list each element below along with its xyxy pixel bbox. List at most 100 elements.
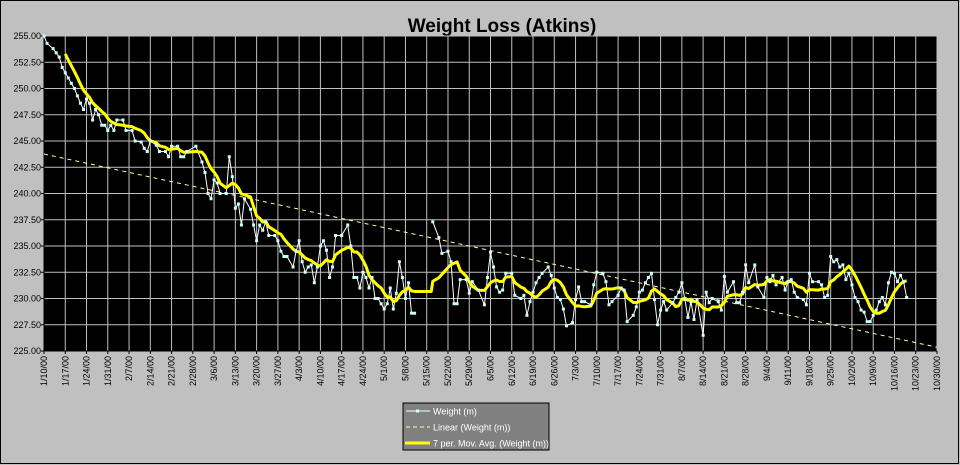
weight-data-point xyxy=(54,51,58,55)
weight-data-point xyxy=(261,228,265,232)
gridlines xyxy=(43,35,938,352)
weight-data-point xyxy=(883,303,887,307)
weight-data-point xyxy=(367,286,371,290)
weight-data-point xyxy=(631,313,635,317)
x-tick-label: 9/4/00 xyxy=(762,356,772,381)
weight-data-point xyxy=(786,280,790,284)
weight-data-point xyxy=(495,285,499,289)
weight-data-point xyxy=(276,239,280,243)
weight-data-point xyxy=(653,298,657,302)
weight-data-point xyxy=(731,280,735,284)
weight-data-point xyxy=(346,223,350,227)
x-tick-label: 3/27/00 xyxy=(273,356,283,386)
weight-data-point xyxy=(622,288,626,292)
weight-data-point xyxy=(452,302,456,306)
weight-data-point xyxy=(692,318,696,321)
weight-data-point xyxy=(279,249,283,253)
weight-data-point xyxy=(762,295,766,299)
weight-data-point xyxy=(255,239,259,243)
weight-data-point xyxy=(376,297,380,300)
weight-data-point xyxy=(753,263,757,267)
weight-data-point xyxy=(847,271,851,275)
weight-data-point xyxy=(115,118,119,122)
weight-data-point xyxy=(735,301,739,305)
weight-data-point xyxy=(142,146,146,150)
weight-data-point xyxy=(157,150,161,153)
x-tick-label: 1/24/00 xyxy=(82,356,92,386)
weight-data-point xyxy=(610,300,614,304)
x-tick-label: 6/19/00 xyxy=(528,356,538,386)
weight-data-point xyxy=(701,333,705,337)
weight-data-point xyxy=(756,285,760,289)
weight-data-point xyxy=(498,290,502,294)
weight-data-point xyxy=(719,308,723,312)
weight-data-point xyxy=(324,248,328,252)
weight-data-point xyxy=(534,281,538,285)
weight-data-point xyxy=(853,295,857,299)
weight-data-point xyxy=(328,276,332,279)
weight-data-point xyxy=(300,260,304,264)
weight-data-point xyxy=(774,283,778,287)
weight-data-point xyxy=(832,260,836,264)
weight-data-point xyxy=(738,301,742,305)
x-tick-label: 2/21/00 xyxy=(167,356,177,386)
x-tick-label: 10/9/00 xyxy=(868,356,878,386)
weight-data-point xyxy=(889,270,893,274)
weight-data-point xyxy=(528,300,532,304)
x-tick-label: 10/16/00 xyxy=(889,356,899,391)
weight-data-point xyxy=(589,303,593,307)
weight-data-point xyxy=(674,295,678,299)
weight-data-point xyxy=(185,150,189,153)
weight-data-point xyxy=(81,108,85,111)
weight-data-point xyxy=(449,260,453,264)
weight-data-point xyxy=(683,298,687,302)
weight-data-point xyxy=(838,265,842,269)
weight-data-point xyxy=(634,305,638,309)
weight-data-point xyxy=(625,320,629,324)
weight-data-point xyxy=(85,97,89,101)
weight-data-point xyxy=(780,276,784,279)
weight-data-point xyxy=(531,290,535,294)
weight-data-point xyxy=(297,239,301,243)
y-tick-label: 250.00 xyxy=(13,84,41,94)
chart-title: Weight Loss (Atkins) xyxy=(408,16,597,37)
weight-data-point xyxy=(844,278,848,282)
weight-data-point xyxy=(63,71,67,75)
x-tick-label: 2/14/00 xyxy=(145,356,155,386)
weight-data-point xyxy=(331,265,335,269)
weight-data-point xyxy=(361,270,365,274)
x-tick-label: 1/10/00 xyxy=(39,356,49,386)
x-tick-label: 5/15/00 xyxy=(422,356,432,386)
weight-data-point xyxy=(273,234,277,237)
weight-data-point xyxy=(537,276,541,279)
x-tick-label: 5/1/00 xyxy=(379,356,389,381)
weight-data-point xyxy=(604,280,608,284)
weight-data-point xyxy=(236,202,240,206)
weight-data-point xyxy=(525,313,529,317)
weight-data-point xyxy=(865,320,869,324)
weight-data-point xyxy=(656,323,660,327)
series-layer xyxy=(42,34,938,348)
weight-data-point xyxy=(835,258,839,262)
x-tick-label: 6/26/00 xyxy=(549,356,559,386)
x-tick-label: 5/29/00 xyxy=(464,356,474,386)
weight-data-point xyxy=(334,234,338,237)
weight-data-point xyxy=(209,197,213,201)
weight-data-point xyxy=(905,295,909,299)
weight-data-point xyxy=(856,300,860,304)
weight-data-point xyxy=(792,290,796,294)
x-axis: 1/10/00 1/17/00 1/24/00 1/31/00 2/7/00 2/14/0… xyxy=(39,36,942,391)
weight-data-point xyxy=(182,155,186,159)
y-tick-label: 245.00 xyxy=(13,136,41,146)
weight-data-point xyxy=(671,301,675,305)
weight-data-point xyxy=(595,270,599,274)
weight-data-point xyxy=(139,140,143,144)
weight-data-point xyxy=(60,66,64,69)
x-tick-label: 3/6/00 xyxy=(209,356,219,381)
weight-data-point xyxy=(665,308,669,312)
x-tick-label: 3/13/00 xyxy=(230,356,240,386)
weight-data-point xyxy=(72,87,76,90)
weight-data-point xyxy=(306,265,310,269)
weight-data-point xyxy=(233,206,237,210)
